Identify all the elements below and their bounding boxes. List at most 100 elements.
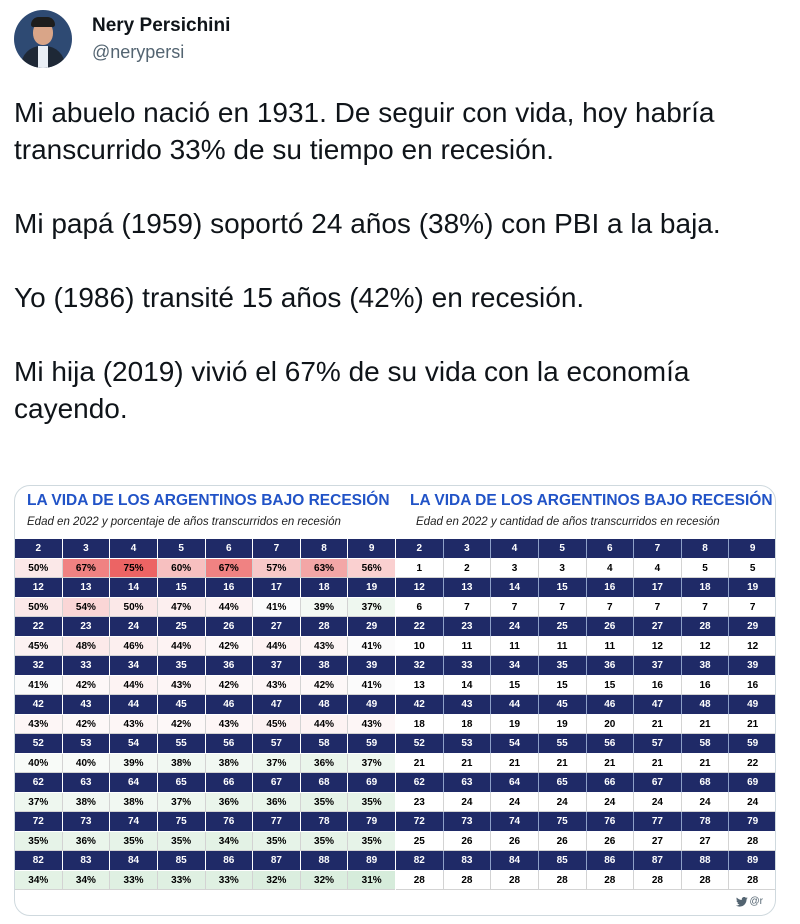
age-cell: 5 [157,539,206,559]
age-cell: 37 [253,656,301,676]
value-cell: 26 [443,831,492,851]
value-cell: 50% [15,597,63,617]
value-cell: 35% [300,831,349,851]
age-header-row: 12 13 14 15 16 17 18 19 [396,578,775,598]
value-cell: 36% [253,792,301,812]
left-table-title: LA VIDA DE LOS ARGENTINOS BAJO RECESIÓN [27,492,390,509]
age-cell: 86 [205,851,254,871]
age-cell: 54 [491,734,539,754]
age-header-row: 22 23 24 25 26 27 28 29 [15,617,396,637]
value-cell: 24 [634,792,682,812]
value-row: 40% 40% 39% 38% 38% 37% 36% 37% [15,753,396,773]
value-cell: 44% [253,636,301,656]
value-cell: 19 [491,714,539,734]
value-cell: 42% [62,675,111,695]
value-row: 35% 36% 35% 35% 34% 35% 35% 35% [15,831,396,851]
age-cell: 53 [62,734,111,754]
age-header-row: 82 83 84 85 86 87 88 89 [396,851,775,871]
value-cell: 12 [729,636,775,656]
right-table-subtitle: Edad en 2022 y cantidad de años transcur… [416,516,720,528]
value-cell: 6 [396,597,444,617]
value-cell: 37% [253,753,301,773]
watermark-text: @r [749,896,763,907]
value-cell: 43% [300,636,349,656]
value-cell: 24 [729,792,775,812]
age-cell: 72 [15,812,63,832]
value-cell: 22 [729,753,775,773]
value-cell: 54% [62,597,111,617]
value-cell: 41% [348,675,396,695]
value-cell: 21 [491,753,539,773]
value-cell: 21 [634,714,682,734]
tweet-paragraph: Mi papá (1959) soportó 24 años (38%) con… [14,208,721,239]
age-cell: 43 [62,695,111,715]
age-cell: 8 [681,539,730,559]
age-cell: 45 [538,695,587,715]
age-cell: 29 [348,617,396,637]
value-cell: 28 [681,870,730,890]
value-row: 10 11 11 11 11 12 12 12 [396,636,775,656]
age-cell: 62 [15,773,63,793]
value-cell: 44% [300,714,349,734]
author-handle[interactable]: @nerypersi [92,42,185,62]
value-cell: 21 [681,714,730,734]
value-cell: 33% [205,870,254,890]
value-cell: 37% [157,792,206,812]
value-cell: 7 [634,597,682,617]
author-display-name[interactable]: Nery Persichini [92,15,231,36]
age-header-row: 62 63 64 65 66 67 68 69 [15,773,396,793]
value-cell: 27 [681,831,730,851]
value-cell: 24 [586,792,635,812]
value-cell: 7 [443,597,492,617]
value-cell: 21 [538,753,587,773]
value-cell: 35% [348,792,396,812]
value-cell: 38% [205,753,254,773]
value-cell: 26 [538,831,587,851]
value-cell: 27 [634,831,682,851]
value-cell: 36% [205,792,254,812]
left-table-panel: LA VIDA DE LOS ARGENTINOS BAJO RECESIÓN … [15,486,396,890]
age-cell: 66 [586,773,635,793]
age-cell: 82 [396,851,444,871]
age-cell: 33 [443,656,492,676]
value-row: 37% 38% 38% 37% 36% 36% 35% 35% [15,792,396,812]
value-cell: 39% [300,597,349,617]
value-cell: 36% [300,753,349,773]
age-cell: 15 [538,578,587,598]
age-cell: 56 [205,734,254,754]
value-cell: 43% [253,675,301,695]
value-cell: 7 [586,597,635,617]
value-row: 25 26 26 26 26 27 27 28 [396,831,775,851]
value-cell: 33% [110,870,158,890]
age-header-row: 42 43 44 45 46 47 48 49 [396,695,775,715]
age-cell: 26 [586,617,635,637]
tweet-paragraph: Mi abuelo nació en 1931. De seguir con v… [14,97,715,165]
age-cell: 27 [634,617,682,637]
value-cell: 21 [443,753,492,773]
age-header-row: 22 23 24 25 26 27 28 29 [396,617,775,637]
age-cell: 9 [729,539,775,559]
left-table-grid: 2 3 4 5 6 7 8 9 50% 67% 75% 60% 67% 57% 63% 56% 12 13 14 15… [15,539,396,890]
tweet-image[interactable]: LA VIDA DE LOS ARGENTINOS BAJO RECESIÓN … [14,485,776,916]
value-cell: 21 [586,753,635,773]
age-cell: 59 [729,734,775,754]
age-cell: 49 [729,695,775,715]
value-cell: 43% [110,714,158,734]
avatar[interactable] [14,10,72,68]
age-cell: 75 [157,812,206,832]
age-cell: 46 [205,695,254,715]
age-cell: 15 [157,578,206,598]
value-cell: 43% [15,714,63,734]
age-cell: 26 [205,617,254,637]
age-cell: 42 [15,695,63,715]
value-cell: 46% [110,636,158,656]
twitter-bird-icon [735,896,748,907]
value-cell: 16 [729,675,775,695]
value-cell: 18 [396,714,444,734]
age-cell: 17 [253,578,301,598]
value-cell: 10 [396,636,444,656]
age-cell: 32 [396,656,444,676]
value-cell: 42% [62,714,111,734]
